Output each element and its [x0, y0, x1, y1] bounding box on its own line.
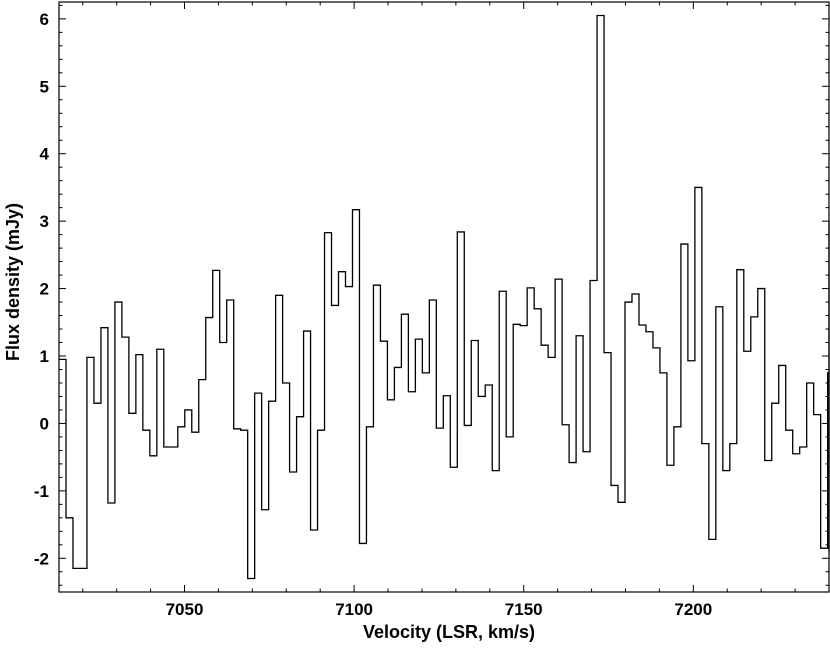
spectrum-line — [59, 14, 830, 580]
plot-frame-rect — [58, 1, 830, 593]
tick-labels: -2 -1 0 1 2 3 4 5 6 7050 7100 7150 7200 — [34, 10, 712, 619]
plot-frame — [58, 1, 830, 593]
y-tick-label: 6 — [40, 10, 49, 29]
x-tick-label: 7150 — [505, 600, 543, 619]
y-tick-label: 1 — [40, 347, 49, 366]
y-axis-label: Flux density (mJy) — [3, 203, 23, 361]
x-tick-label: 7200 — [674, 600, 712, 619]
y-tick-label: 0 — [40, 414, 49, 433]
y-tick-label: 4 — [40, 145, 50, 164]
y-tick-label: 3 — [40, 212, 49, 231]
y-tick-label: -2 — [34, 549, 49, 568]
spectrum-series — [59, 14, 830, 580]
y-tick-label: 5 — [40, 77, 49, 96]
x-tick-label: 7050 — [166, 600, 204, 619]
x-tick-label: 7100 — [335, 600, 373, 619]
axis-ticks — [59, 2, 830, 592]
y-tick-label: 2 — [40, 280, 49, 299]
x-axis-label: Velocity (LSR, km/s) — [363, 622, 535, 642]
y-tick-label: -1 — [34, 482, 49, 501]
